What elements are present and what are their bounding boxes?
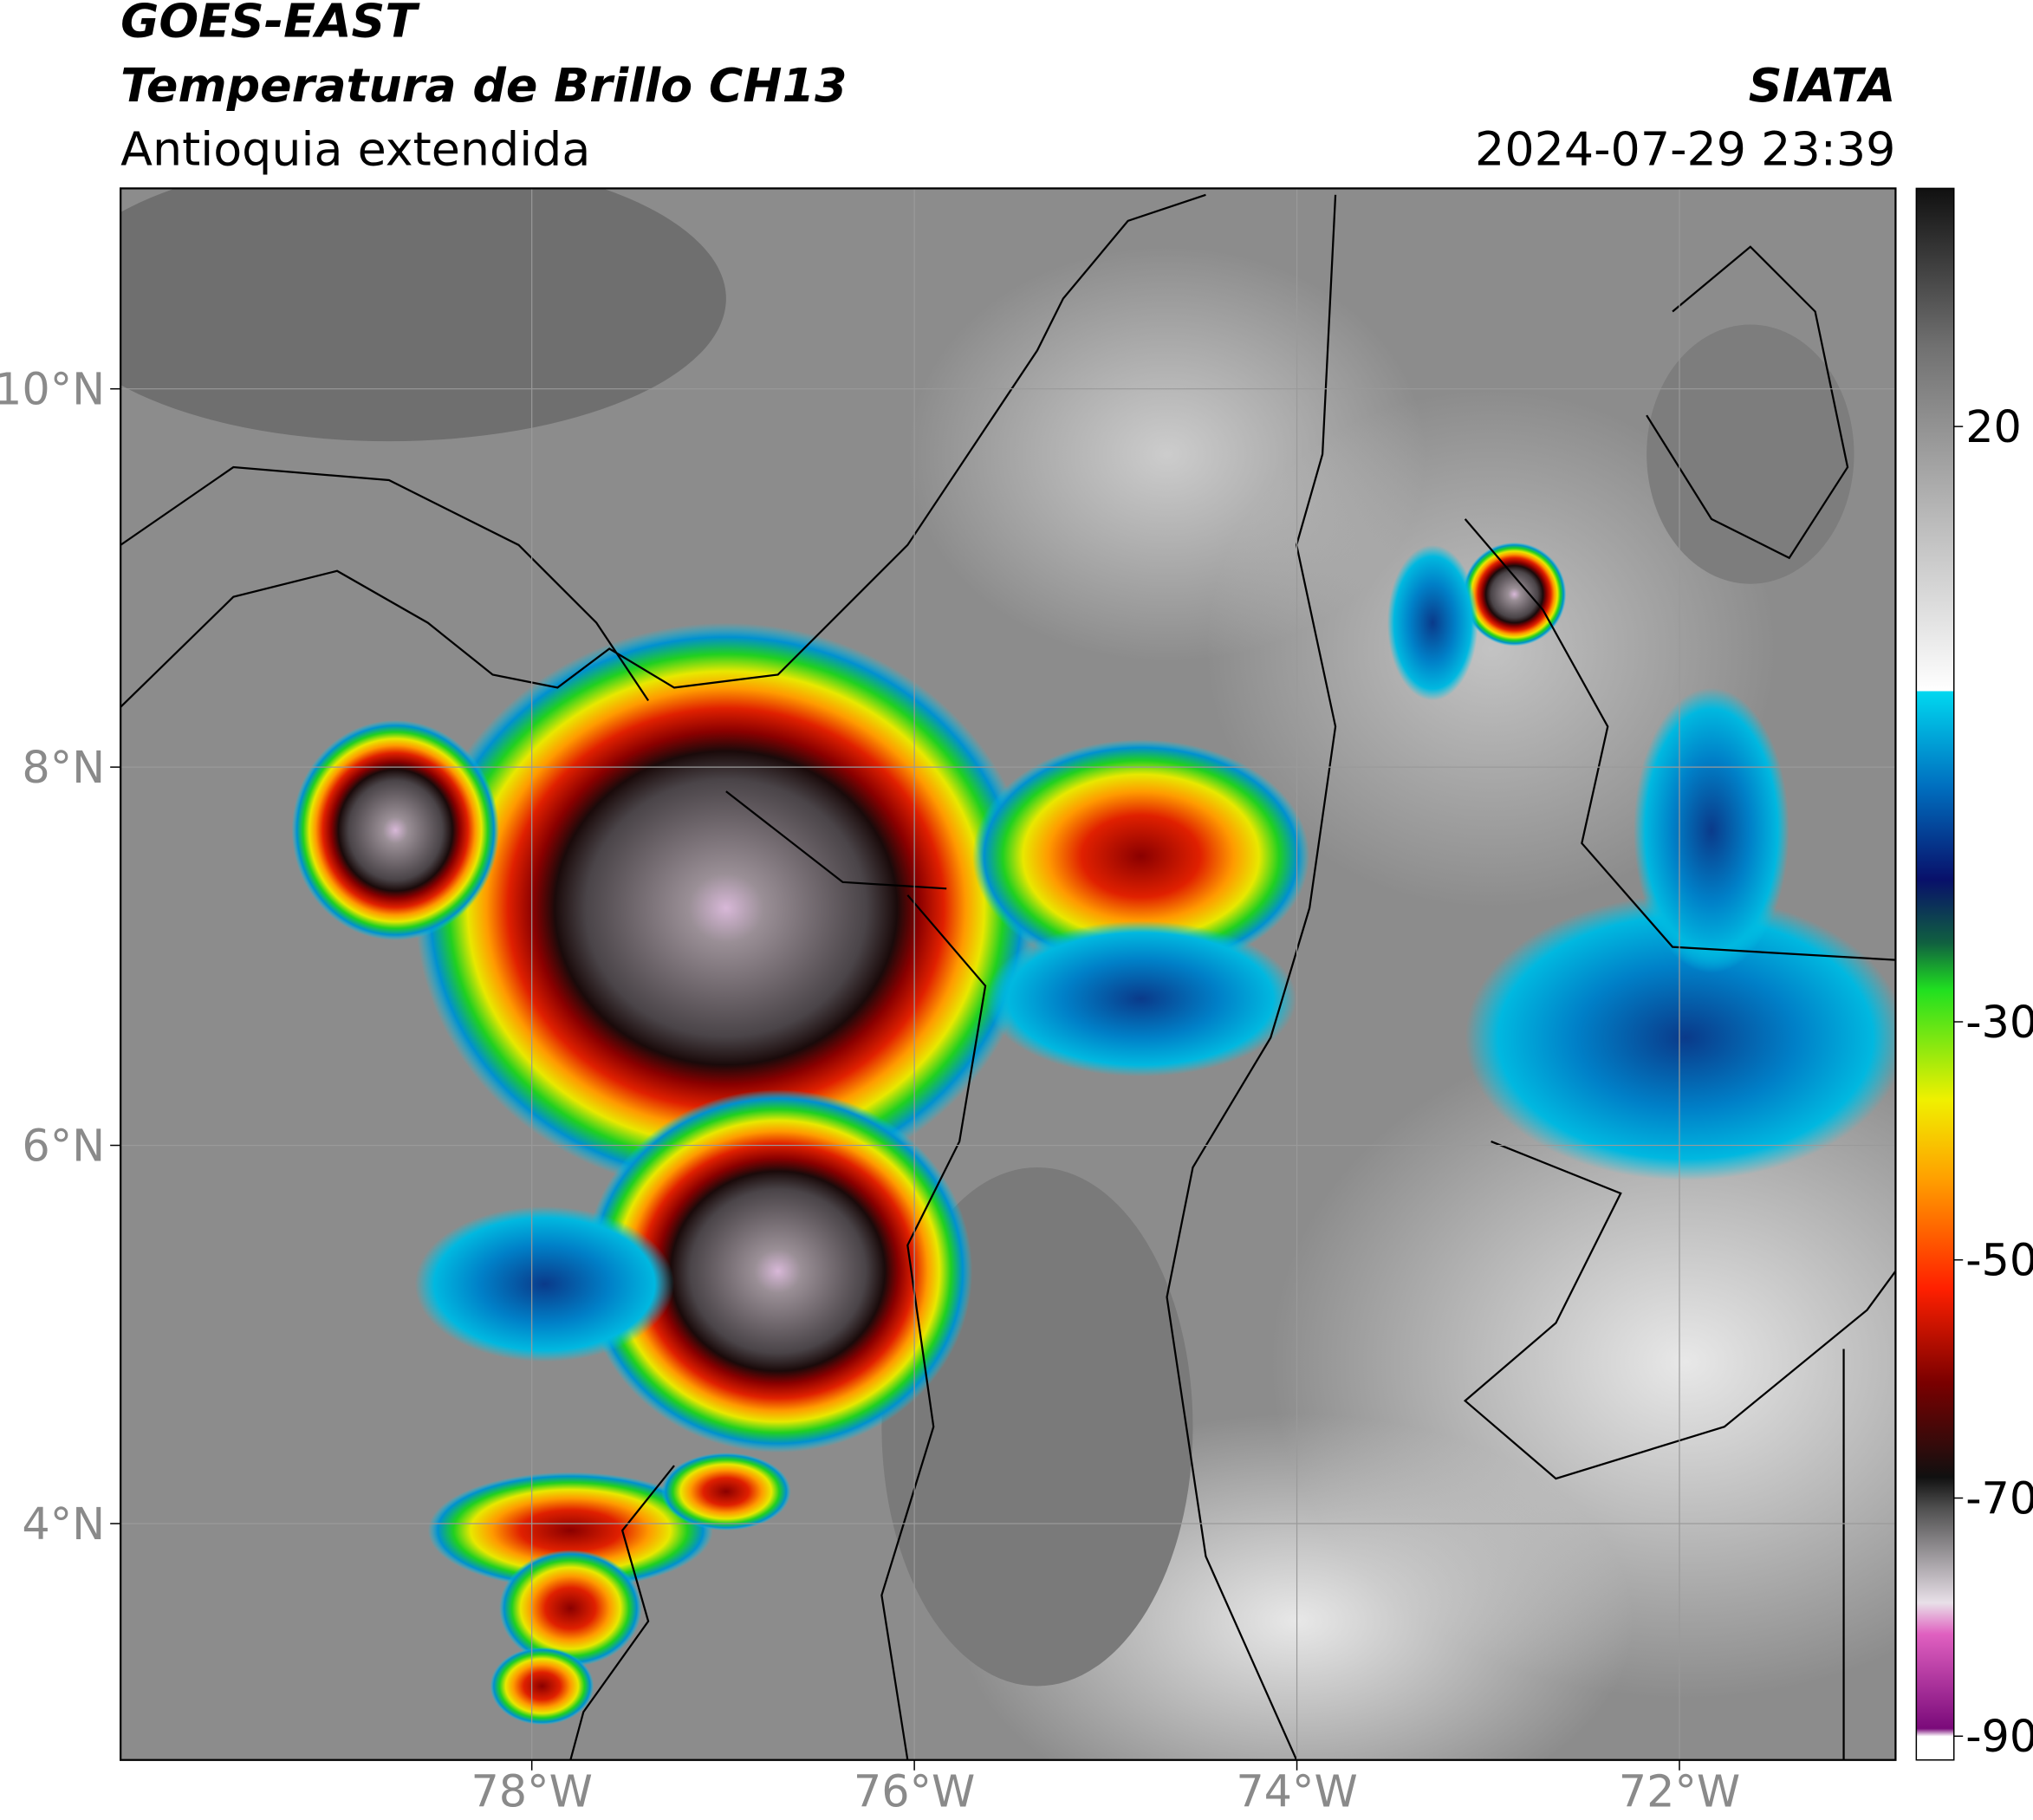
graticule: [120, 188, 1896, 1760]
colorbar-tick-label: -90: [1965, 1711, 2033, 1762]
lon-tick-label: 74°W: [1236, 1766, 1357, 1817]
lat-tick-label: 4°N: [22, 1498, 105, 1550]
lon-tick-label: 76°W: [854, 1766, 975, 1817]
colorbar-tick-label: -70: [1965, 1472, 2033, 1524]
source: SIATA: [1749, 58, 1896, 113]
lat-tick-label: 8°N: [22, 742, 105, 793]
subtitle: Antioquia extendida: [120, 121, 590, 176]
datetime: 2024-07-29 23:39: [1475, 121, 1895, 176]
colorbar-tick-label: 20: [1965, 401, 2022, 452]
lon-tick-label: 78°W: [471, 1766, 592, 1817]
lat-tick-label: 6°N: [22, 1120, 105, 1171]
lon-tick-label: 72°W: [1619, 1766, 1740, 1817]
title-line: GOES-EAST: [120, 0, 420, 48]
title-line: Temperatura de Brillo CH13: [120, 58, 847, 113]
lat-tick-label: 10°N: [0, 364, 105, 415]
colorbar-tick-label: -30: [1965, 997, 2033, 1048]
map-frame: [120, 187, 1897, 1761]
colorbar: [1915, 187, 1955, 1761]
colorbar-tick-label: -50: [1965, 1235, 2033, 1286]
satellite-image: [120, 188, 1896, 1760]
